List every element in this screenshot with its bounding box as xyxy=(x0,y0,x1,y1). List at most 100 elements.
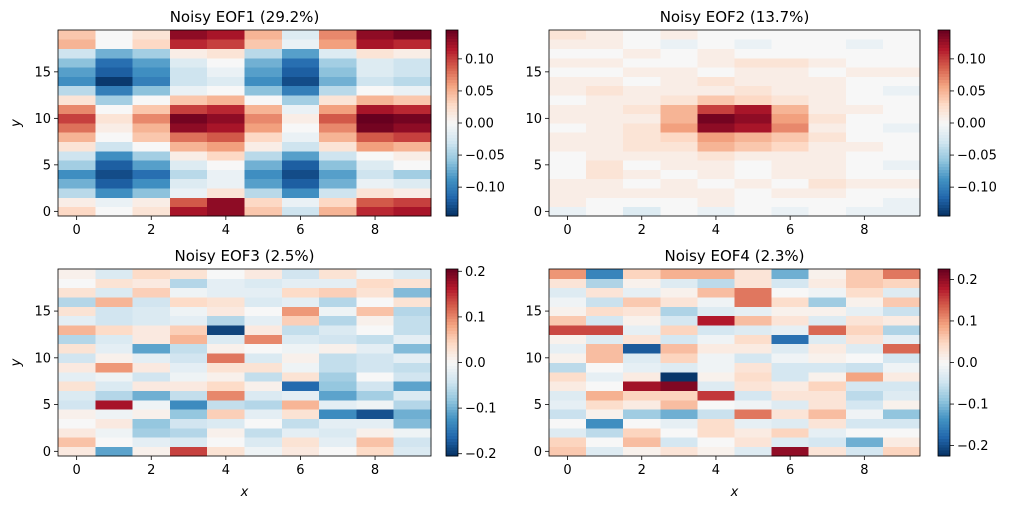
heatmap-cell xyxy=(845,169,884,180)
heatmap-cell xyxy=(281,113,320,124)
heatmap-cell xyxy=(207,306,245,317)
colorbar-segment xyxy=(446,444,458,448)
heatmap-cell xyxy=(207,95,245,105)
heatmap-cell xyxy=(623,390,661,401)
colorbar-segment xyxy=(938,394,950,399)
colorbar-tick-label: 0.2 xyxy=(465,265,486,280)
colorbar-segment xyxy=(938,76,950,80)
heatmap-cell xyxy=(623,343,661,354)
y-tick-label: 0 xyxy=(534,205,542,220)
heatmap-cell xyxy=(95,197,133,208)
heatmap-cell xyxy=(697,278,735,289)
heatmap-cell xyxy=(169,169,208,180)
heatmap-panel-3: Noisy EOF3 (2.5%) 0 2 4 6 8 0 5 10 15 x y −0.2 −0.1 0.… xyxy=(9,247,497,500)
heatmap-cell xyxy=(207,67,245,77)
heatmap-cell xyxy=(393,39,432,49)
heatmap-cell xyxy=(281,297,320,307)
colorbar-segment xyxy=(938,114,950,118)
colorbar-segment xyxy=(938,163,950,168)
colorbar-segment xyxy=(938,321,950,326)
heatmap-cell xyxy=(845,206,884,217)
colorbar-segment xyxy=(446,213,458,217)
heatmap-cell xyxy=(586,197,624,208)
heatmap-cell xyxy=(549,169,587,180)
heatmap-cell xyxy=(549,353,587,363)
heatmap-cell xyxy=(771,269,810,279)
heatmap-cell xyxy=(845,30,884,40)
colorbar-segment xyxy=(446,160,458,165)
colorbar-segment xyxy=(446,415,458,419)
heatmap-cell xyxy=(132,169,171,180)
heatmap-cell xyxy=(58,390,96,401)
colorbar-tick-label: −0.1 xyxy=(465,402,497,417)
heatmap-cell xyxy=(58,57,96,68)
heatmap-cell xyxy=(549,30,587,40)
heatmap-cell xyxy=(697,39,735,49)
x-tick-label: 6 xyxy=(296,463,304,478)
heatmap-cell xyxy=(586,334,624,345)
heatmap-cell xyxy=(244,39,283,49)
heatmap-cell xyxy=(549,306,587,317)
heatmap-cell xyxy=(697,427,735,438)
heatmap-cell xyxy=(882,269,921,279)
heatmap-cell xyxy=(281,123,320,133)
heatmap-cell xyxy=(586,399,624,410)
heatmap-cell xyxy=(169,269,208,279)
colorbar-segment xyxy=(446,111,458,115)
x-tick-label: 2 xyxy=(638,223,646,238)
heatmap-cell xyxy=(95,362,133,373)
heatmap-cell xyxy=(845,160,884,170)
heatmap-cell xyxy=(586,104,624,115)
colorbar-segment xyxy=(446,330,458,334)
heatmap-cell xyxy=(244,197,283,208)
colorbar-segment xyxy=(446,426,458,431)
colorbar-segment xyxy=(446,435,458,439)
heatmap-cell xyxy=(356,371,395,382)
y-tick-label: 10 xyxy=(525,351,542,366)
heatmap-cell xyxy=(882,85,921,96)
heatmap-cell xyxy=(808,76,847,87)
colorbar-segment xyxy=(446,312,458,317)
heatmap-cell xyxy=(660,160,698,170)
colorbar-segment xyxy=(446,269,458,273)
y-tick-label: 10 xyxy=(34,112,51,127)
heatmap-cell xyxy=(734,362,772,373)
colorbar-segment xyxy=(938,204,950,208)
colorbar-segment xyxy=(446,189,458,194)
heatmap-cell xyxy=(623,141,661,152)
heatmap-cell xyxy=(58,353,96,363)
colorbar-segment xyxy=(938,123,950,127)
heatmap-cell xyxy=(169,334,208,345)
heatmap-cell xyxy=(58,104,96,115)
heatmap-cell xyxy=(58,95,96,105)
heatmap-cell xyxy=(845,104,884,115)
heatmap-cell xyxy=(697,353,735,363)
heatmap-cell xyxy=(319,390,357,401)
heatmap-cell xyxy=(549,427,587,438)
heatmap-cell xyxy=(845,76,884,87)
heatmap-cell xyxy=(549,76,587,87)
colorbar-segment xyxy=(938,32,950,37)
colorbar-segment xyxy=(446,175,458,179)
colorbar-segment xyxy=(938,59,950,63)
heatmap-cell xyxy=(586,178,624,189)
heatmap-cell xyxy=(207,39,245,49)
heatmap-cell xyxy=(207,57,245,68)
colorbar-segment xyxy=(446,391,458,396)
plot-frame xyxy=(548,268,921,457)
heatmap-cell xyxy=(393,418,432,429)
heatmap-cell xyxy=(95,343,133,354)
heatmap-cell xyxy=(319,297,357,307)
colorbar-segment xyxy=(938,339,950,343)
heatmap-cell xyxy=(132,437,171,448)
heatmap-cell xyxy=(845,315,884,326)
colorbar-segment xyxy=(938,30,950,34)
colorbar-segment xyxy=(446,356,458,361)
heatmap-cell xyxy=(356,188,395,198)
heatmap-cell xyxy=(356,315,395,326)
heatmap-cell xyxy=(549,409,587,419)
heatmap-cell xyxy=(771,141,810,152)
y-axis-label: y xyxy=(9,358,24,367)
colorbar-segment xyxy=(446,140,458,144)
heatmap-cell xyxy=(132,85,171,96)
